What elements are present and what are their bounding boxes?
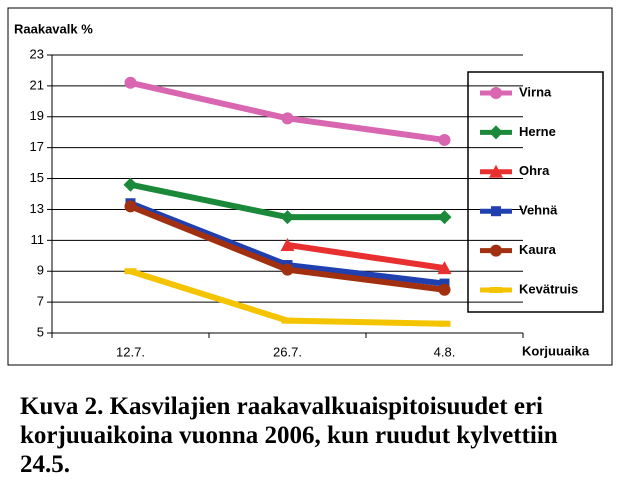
legend-label: Herne <box>519 124 556 139</box>
y-axis-title: Raakavalk % <box>14 21 93 36</box>
y-tick-label: 13 <box>30 201 44 216</box>
data-point <box>438 133 451 146</box>
x-axis-title: Korjuuaika <box>522 343 590 358</box>
y-tick-label: 7 <box>37 294 44 309</box>
y-tick-label: 5 <box>37 324 44 339</box>
y-tick-label: 9 <box>37 263 44 278</box>
legend-marker <box>491 206 501 217</box>
legend-label: Virna <box>519 84 552 99</box>
y-tick-label: 15 <box>30 170 44 185</box>
data-point <box>437 261 452 275</box>
y-tick-label: 17 <box>30 139 44 154</box>
legend-label: Vehnä <box>519 203 558 218</box>
data-point <box>124 76 137 89</box>
y-tick-label: 19 <box>30 108 44 123</box>
data-point <box>281 317 294 324</box>
legend-marker <box>489 164 503 178</box>
data-point <box>281 263 294 276</box>
data-point <box>438 320 451 327</box>
chart-frame <box>7 7 613 366</box>
data-point <box>438 283 451 296</box>
legend-marker <box>489 125 503 140</box>
y-tick-label: 23 <box>30 46 44 61</box>
x-tick-label: 12.7. <box>116 344 145 359</box>
legend-marker <box>490 287 502 293</box>
series-line <box>287 241 445 272</box>
caption: Kuva 2. Kasvilajien raakavalkuaispitoisu… <box>20 393 558 478</box>
x-tick-label: 4.8. <box>434 344 456 359</box>
data-point <box>280 210 295 225</box>
data-point <box>124 200 137 213</box>
data-point <box>439 278 450 289</box>
y-tick-label: 11 <box>31 232 45 247</box>
legend-box <box>467 71 604 313</box>
legend-marker <box>490 87 502 99</box>
x-tick-label: 26.7. <box>273 344 302 359</box>
y-tick-label: 21 <box>30 77 44 92</box>
legend-label: Kevätruis <box>519 281 578 296</box>
data-point <box>280 237 295 251</box>
series-line <box>129 79 445 143</box>
data-point <box>124 268 137 275</box>
data-point <box>123 177 138 192</box>
chart: Raakavalk % Korjuuaika 5 7 9 11 13 15 17 19 21 23… <box>7 7 613 366</box>
data-point <box>281 112 294 125</box>
legend-marker <box>490 244 502 257</box>
legend-label: Kaura <box>519 242 557 257</box>
legend-label: Ohra <box>519 163 550 178</box>
data-point <box>437 210 452 225</box>
